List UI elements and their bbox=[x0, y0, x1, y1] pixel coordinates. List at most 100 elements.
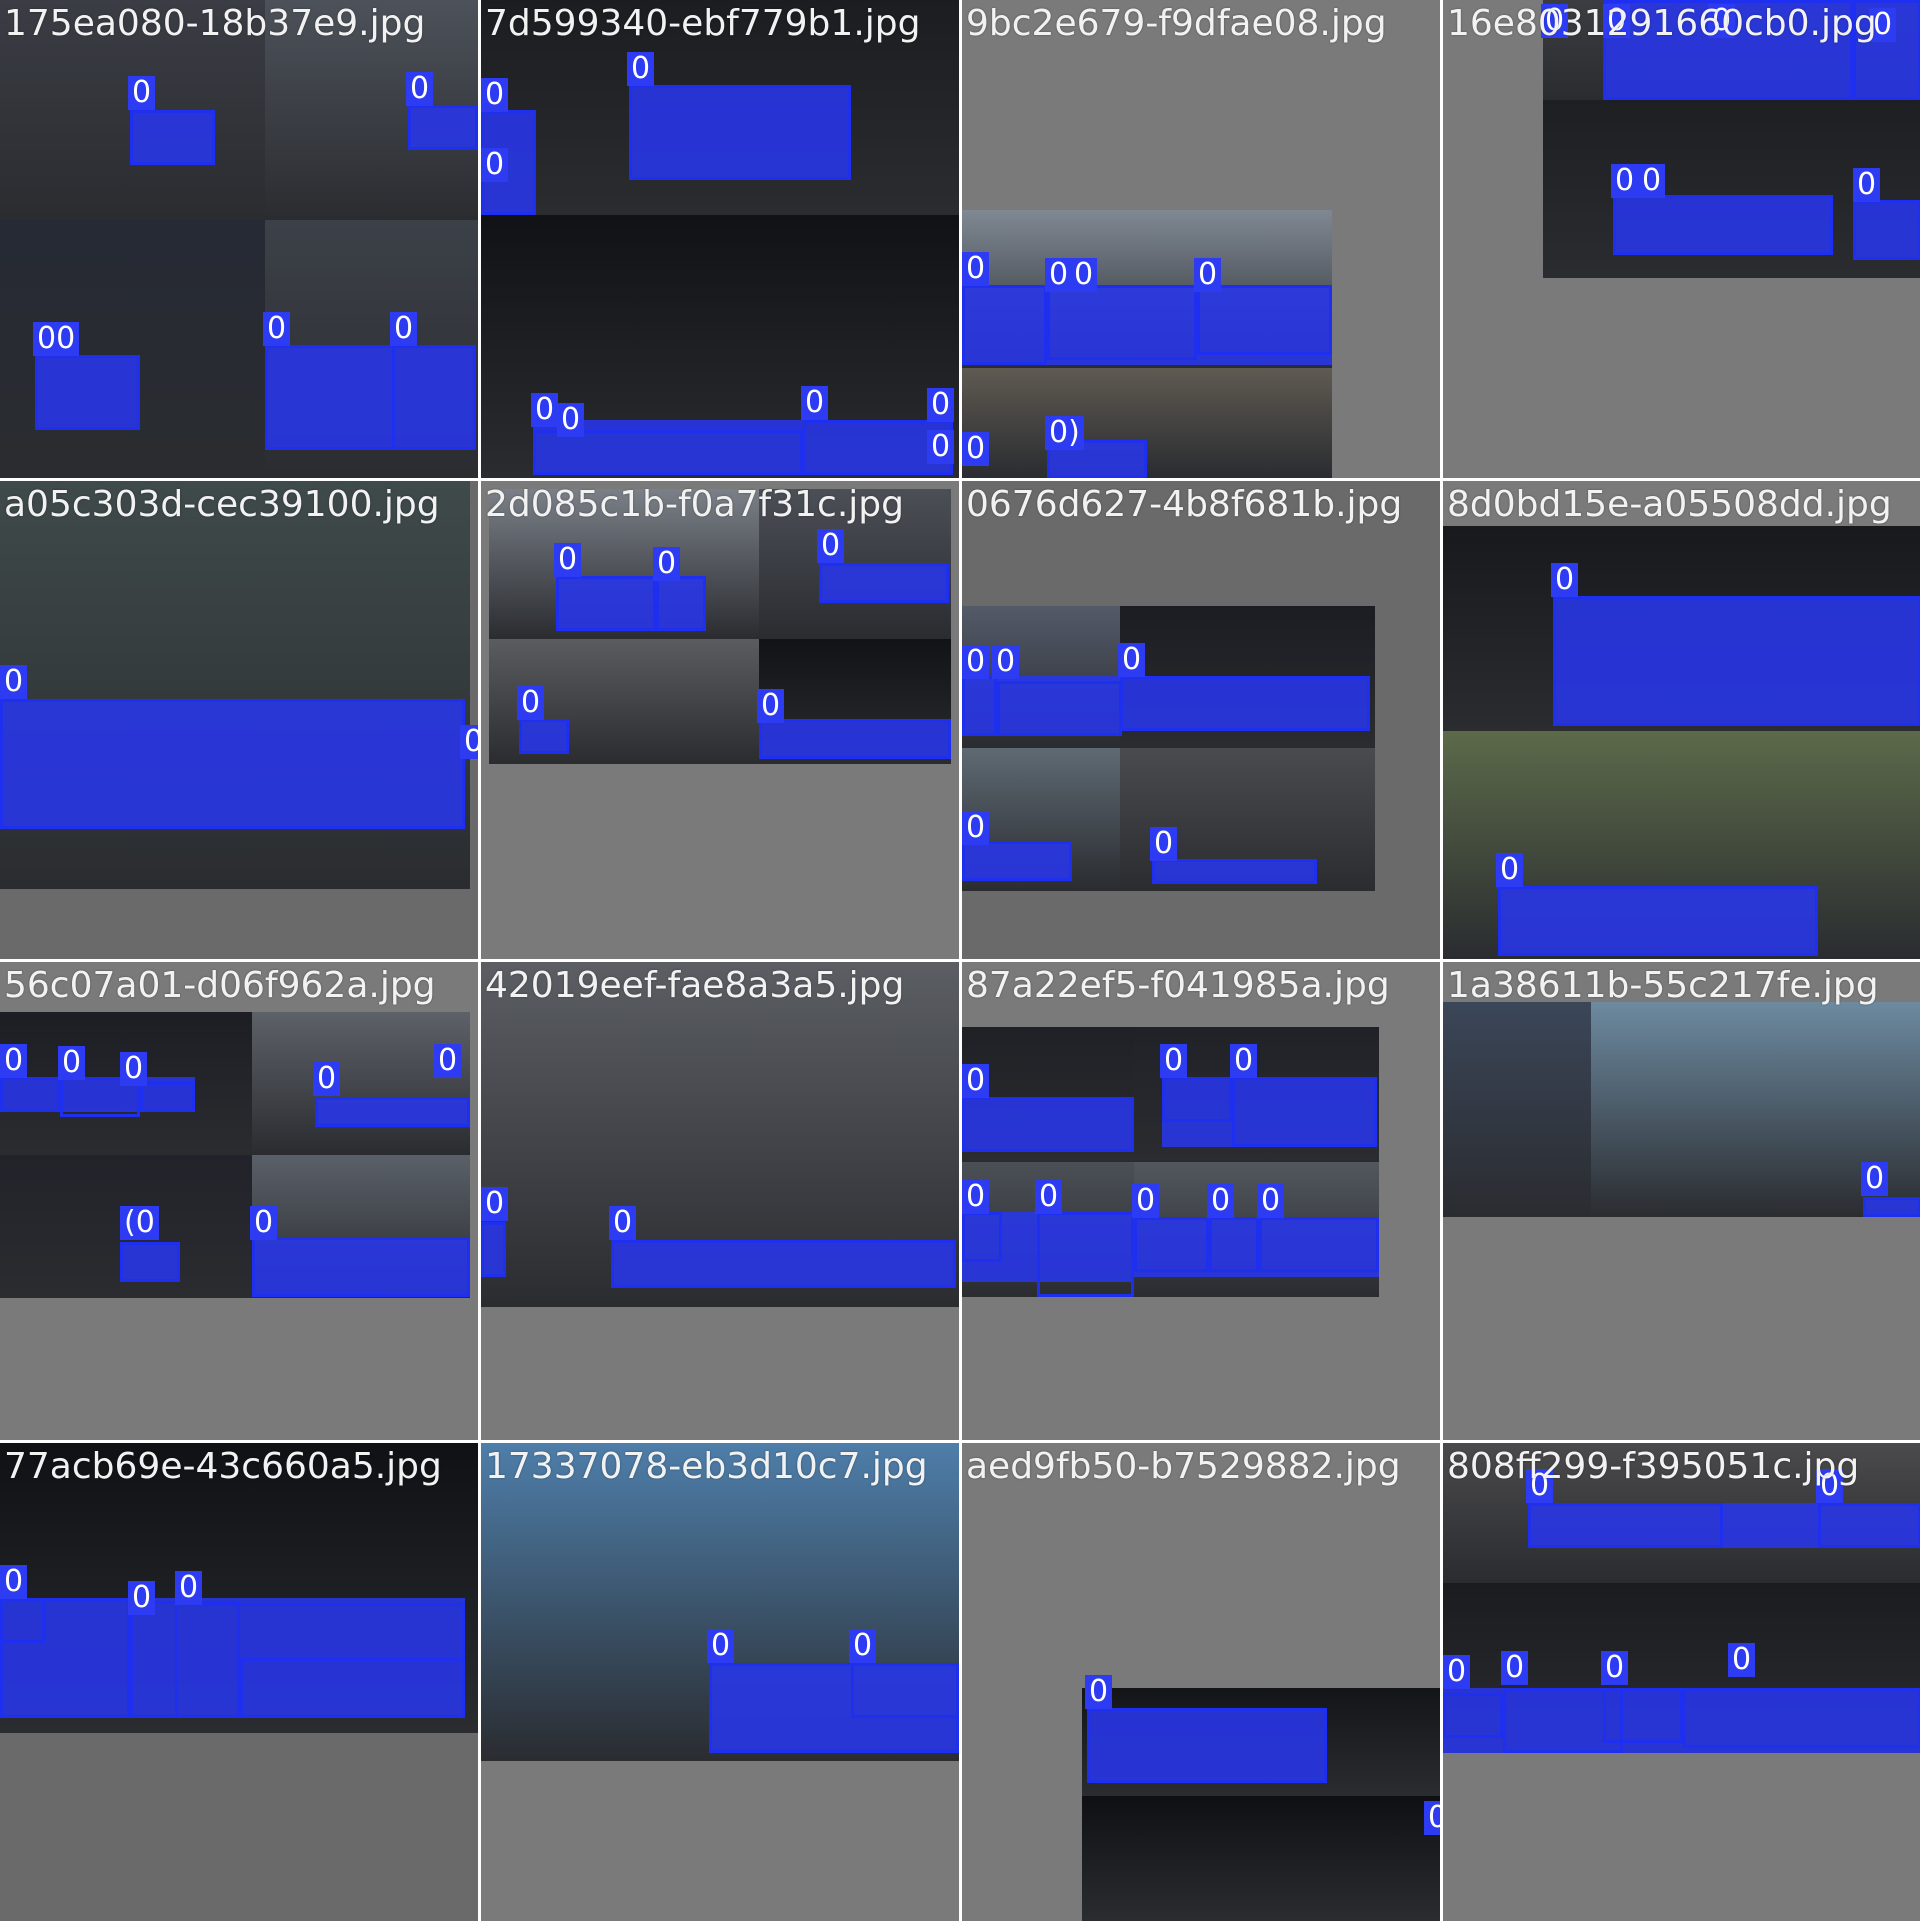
class-label: 0 bbox=[390, 312, 418, 346]
bounding-box bbox=[1818, 1503, 1920, 1548]
class-label: 0 bbox=[175, 1571, 203, 1605]
bounding-box bbox=[240, 1658, 465, 1718]
bounding-box bbox=[140, 1082, 195, 1112]
class-label: 0 bbox=[460, 725, 478, 759]
lane-mask bbox=[519, 719, 569, 754]
filename-label: 42019eef-fae8a3a5.jpg bbox=[485, 965, 905, 1006]
class-label: 0 bbox=[1045, 258, 1073, 292]
filename-label: 808ff299-f395051c.jpg bbox=[1447, 1446, 1860, 1487]
class-label: 0 bbox=[1132, 1184, 1160, 1218]
class-label: 0 bbox=[263, 312, 291, 346]
bounding-box bbox=[1259, 1217, 1379, 1272]
bounding-box bbox=[1087, 1708, 1327, 1783]
class-label: 0 bbox=[1861, 1162, 1889, 1196]
class-label: 0 bbox=[0, 1044, 28, 1078]
class-label: 0 bbox=[801, 386, 829, 420]
filename-label: 56c07a01-d06f962a.jpg bbox=[4, 965, 436, 1006]
class-label: 0 bbox=[962, 432, 990, 466]
bounding-box bbox=[60, 1077, 140, 1117]
class-label: 0 bbox=[1501, 1651, 1529, 1685]
bounding-box bbox=[556, 576, 656, 631]
bounding-box bbox=[1232, 1077, 1377, 1147]
class-label: 0 bbox=[1603, 4, 1631, 38]
filename-label: 1a38611b-55c217fe.jpg bbox=[1447, 965, 1879, 1006]
filename-label: aed9fb50-b7529882.jpg bbox=[966, 1446, 1401, 1487]
filename-label: 8d0bd15e-a05508dd.jpg bbox=[1447, 484, 1892, 525]
lane-mask bbox=[315, 1097, 470, 1127]
class-label: 0 bbox=[1424, 1801, 1440, 1835]
bounding-box bbox=[130, 110, 215, 165]
mosaic-tile: 0 0 8d0bd15e-a05508dd.jpg bbox=[1443, 481, 1920, 959]
lane-mask bbox=[1863, 1197, 1920, 1217]
mosaic-tile: 0 0 aed9fb50-b7529882.jpg bbox=[962, 1443, 1440, 1921]
class-label: 0 bbox=[406, 72, 434, 106]
class-label: (0 bbox=[120, 1206, 159, 1240]
photo-crop bbox=[962, 368, 1332, 478]
bounding-box bbox=[120, 1242, 180, 1282]
class-label: 0 bbox=[849, 1629, 877, 1663]
bounding-box bbox=[1603, 0, 1853, 100]
class-label: 0 bbox=[962, 1064, 990, 1098]
lane-mask bbox=[120, 1242, 180, 1282]
bounding-box bbox=[611, 1240, 956, 1288]
class-label: 0 bbox=[1257, 1184, 1285, 1218]
bounding-box bbox=[1498, 886, 1818, 956]
class-label: 0 bbox=[1160, 1044, 1188, 1078]
mosaic-tile: 0 0 0 0 0 2d085c1b-f0a7f31c.jpg bbox=[481, 481, 959, 959]
bounding-box bbox=[1209, 1217, 1259, 1272]
class-label: 00 bbox=[33, 322, 80, 356]
mosaic-tile: 0 0 a05c303d-cec39100.jpg bbox=[0, 481, 478, 959]
bounding-box bbox=[1152, 859, 1317, 884]
bounding-box bbox=[1853, 200, 1920, 260]
class-label: 0 bbox=[1816, 1469, 1844, 1503]
bounding-box bbox=[962, 285, 1047, 365]
mosaic-tile: 0 0 0 77acb69e-43c660a5.jpg bbox=[0, 1443, 478, 1921]
class-label: 0 bbox=[962, 1180, 990, 1214]
class-label: 0 bbox=[250, 1206, 278, 1240]
bounding-box bbox=[1162, 1077, 1232, 1122]
bounding-box bbox=[481, 1222, 506, 1277]
lane-mask bbox=[1528, 1503, 1920, 1548]
bounding-box bbox=[252, 1237, 470, 1297]
class-label: 0 bbox=[557, 403, 585, 437]
lane-mask bbox=[611, 1240, 956, 1288]
class-label: 0) bbox=[1045, 416, 1084, 450]
bounding-box bbox=[1120, 676, 1370, 731]
bounding-box bbox=[1603, 1688, 1683, 1743]
bounding-box bbox=[1528, 1503, 1723, 1548]
filename-label: 17337078-eb3d10c7.jpg bbox=[485, 1446, 928, 1487]
photo-crop bbox=[252, 1012, 470, 1155]
class-label: 0 bbox=[627, 52, 655, 86]
bounding-box bbox=[408, 105, 478, 150]
class-label: 0 bbox=[1443, 1655, 1471, 1689]
filename-label: a05c303d-cec39100.jpg bbox=[4, 484, 440, 525]
class-label: 0 bbox=[128, 76, 156, 110]
bounding-box bbox=[392, 345, 476, 450]
mosaic-tile: 0 0 0 0 0 (0 0 56c07a01-d06f962a.jpg bbox=[0, 962, 478, 1440]
lane-mask bbox=[962, 841, 1072, 881]
bounding-box bbox=[962, 841, 1072, 881]
bounding-box bbox=[1683, 1688, 1920, 1748]
lane-mask bbox=[962, 676, 1122, 736]
class-label: 0 bbox=[481, 148, 509, 182]
class-label: 0 bbox=[962, 645, 990, 679]
bounding-box bbox=[962, 1097, 1134, 1152]
class-label: 0 bbox=[707, 1629, 735, 1663]
bounding-box bbox=[0, 699, 465, 829]
mosaic-tile: 0 0 00 0 0 175ea080-18b37e9.jpg bbox=[0, 0, 478, 478]
class-label: 0 bbox=[120, 1052, 148, 1086]
mosaic-tile: 0 0 0 0 0 0 0 0 7d599340-ebf779b1.jpg bbox=[481, 0, 959, 478]
class-label: 0 bbox=[1150, 827, 1178, 861]
class-label: 0 bbox=[1118, 643, 1146, 677]
bounding-box bbox=[851, 1663, 959, 1718]
lane-mask bbox=[1120, 676, 1370, 731]
mosaic-tile: 0 0 17337078-eb3d10c7.jpg bbox=[481, 1443, 959, 1921]
class-label: 0 bbox=[1496, 853, 1524, 887]
lane-mask bbox=[962, 1212, 1134, 1282]
class-label: 0 bbox=[58, 1046, 86, 1080]
class-label: 0 bbox=[962, 252, 990, 286]
class-label: 0 bbox=[1551, 563, 1579, 597]
lane-mask bbox=[556, 576, 706, 631]
mosaic-tile: 0 0 0 0 0 0676d627-4b8f681b.jpg bbox=[962, 481, 1440, 959]
